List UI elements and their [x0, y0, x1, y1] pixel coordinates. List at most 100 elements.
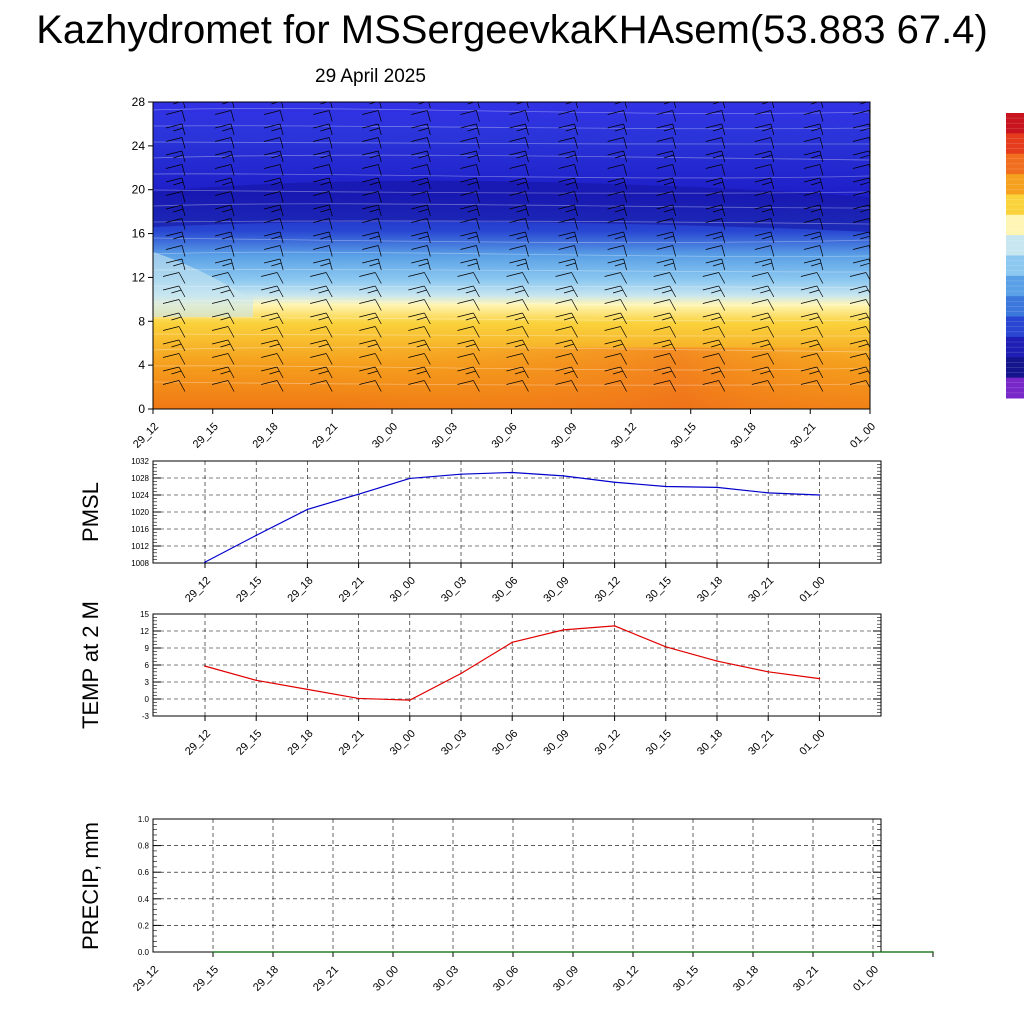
- wind-barb: [473, 380, 480, 392]
- wind-barb-flag: [653, 299, 670, 304]
- wind-barb-flag: [222, 181, 233, 186]
- wind-barb-flag: [211, 339, 229, 345]
- wind-barb: [230, 245, 235, 257]
- wind-barb: [377, 258, 382, 271]
- wind-barb: [427, 258, 431, 271]
- wind-barb-flag: [411, 110, 428, 115]
- wind-barb: [525, 191, 529, 203]
- wind-barb-flag: [604, 285, 621, 291]
- wind-barb-flag: [359, 326, 376, 331]
- wind-barb-flag: [761, 262, 773, 267]
- wind-barb: [721, 150, 726, 163]
- colorbar-swatch: [1006, 194, 1024, 216]
- wind-barb-flag: [460, 110, 477, 115]
- data-point: [255, 679, 257, 682]
- wind-barb-flag: [269, 343, 280, 348]
- wind-barb-flag: [261, 312, 278, 318]
- wind-barb: [181, 123, 186, 136]
- wind-barb-flag: [509, 231, 526, 237]
- wind-barb-flag: [460, 164, 477, 169]
- wind-barb: [865, 326, 870, 335]
- wind-barb-flag: [516, 181, 527, 186]
- wind-barb: [279, 150, 284, 163]
- wind-barb-flag: [173, 154, 184, 159]
- wind-barb-flag: [705, 191, 722, 196]
- wind-barb-flag: [264, 110, 281, 115]
- wind-barb-flag: [608, 97, 624, 101]
- x-tick-label: 30_18: [695, 728, 725, 758]
- wind-barb-flag: [803, 231, 821, 237]
- wind-barb-flag: [416, 370, 427, 375]
- wind-barb-flag: [803, 164, 821, 169]
- wind-barb: [623, 204, 627, 217]
- wind-barb: [865, 312, 870, 322]
- wind-barb: [767, 312, 775, 325]
- wind-barb: [276, 272, 284, 284]
- wind-barb: [819, 231, 824, 244]
- x-tick-label: 29_12: [183, 728, 213, 758]
- wind-barb: [227, 326, 235, 338]
- heatmap-field: [153, 97, 870, 409]
- wind-barb: [374, 285, 382, 298]
- wind-barb-flag: [565, 154, 576, 159]
- wind-barb-flag: [269, 370, 280, 375]
- wind-barb: [623, 123, 627, 136]
- x-tick-label: 30_18: [695, 575, 725, 605]
- wind-barb-flag: [220, 289, 231, 294]
- wind-barb-flag: [800, 272, 818, 277]
- x-tick-label: 01_00: [797, 575, 827, 605]
- wind-barb: [328, 204, 333, 217]
- wind-barb-flag: [705, 110, 722, 115]
- wind-barb-flag: [411, 177, 428, 183]
- wind-barb-flag: [509, 191, 526, 196]
- wind-barb: [574, 123, 578, 136]
- wind-barb-flag: [607, 150, 624, 156]
- wind-barb: [276, 312, 284, 325]
- wind-barb-flag: [754, 231, 771, 237]
- wind-barb-flag: [702, 299, 719, 304]
- wind-barb-flag: [313, 177, 330, 183]
- wind-barb-flag: [711, 370, 722, 375]
- wind-barb-flag: [858, 316, 869, 321]
- contour-line: [153, 220, 870, 225]
- wind-barb-flag: [369, 208, 380, 213]
- wind-barb-flag: [506, 380, 523, 385]
- data-point: [818, 677, 821, 680]
- wind-barb-flag: [607, 110, 624, 115]
- wind-barb-flag: [754, 218, 771, 223]
- wind-barb-flag: [318, 343, 329, 348]
- wind-barb: [325, 299, 333, 311]
- wind-barb-flag: [558, 231, 575, 237]
- wind-barb-flag: [653, 353, 670, 358]
- wind-barb-flag: [211, 285, 229, 291]
- x-tick-label: 29_15: [191, 421, 221, 451]
- wind-barb: [328, 177, 333, 190]
- wind-barb-flag: [220, 343, 231, 348]
- data-point: [460, 672, 462, 675]
- wind-barb-flag: [457, 312, 474, 318]
- colorbar-swatch: [1006, 357, 1024, 379]
- wind-barb: [721, 245, 726, 257]
- wind-barb-flag: [656, 123, 673, 129]
- wind-barb: [571, 353, 578, 365]
- colorbar-swatch: [1006, 153, 1024, 175]
- y-tick-label: 15: [140, 610, 149, 619]
- wind-barb-flag: [559, 97, 575, 101]
- wind-barb: [525, 137, 529, 149]
- wind-barb-flag: [800, 326, 818, 331]
- wind-barb: [672, 177, 677, 190]
- wind-barb: [476, 258, 480, 271]
- wind-barb-flag: [171, 370, 182, 375]
- wind-barb: [377, 231, 382, 244]
- wind-barb: [276, 353, 284, 365]
- wind-barb-flag: [761, 208, 773, 213]
- x-tick-label: 30_12: [593, 728, 623, 758]
- wind-barb: [227, 312, 235, 325]
- wind-barb-flag: [509, 164, 526, 169]
- data-point: [767, 492, 769, 494]
- wind-barb: [178, 366, 186, 379]
- wind-barb-flag: [514, 370, 526, 375]
- wind-barb: [574, 204, 578, 217]
- x-tick-label: 30_21: [746, 728, 776, 758]
- contour-line: [153, 285, 870, 289]
